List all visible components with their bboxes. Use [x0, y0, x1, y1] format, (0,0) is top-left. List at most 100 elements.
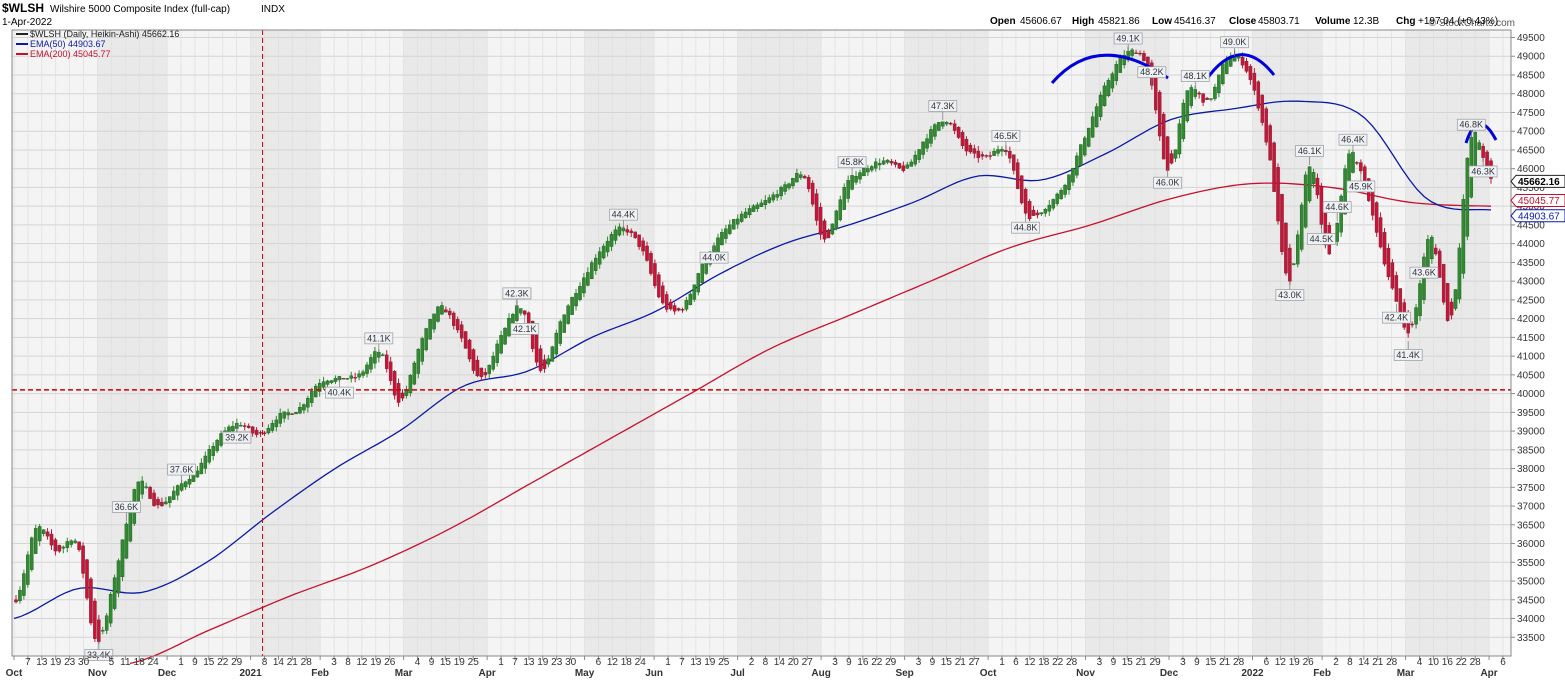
- price-label-box: [364, 332, 394, 345]
- candle-body: [783, 184, 787, 192]
- y-tick-label: 35500: [1517, 558, 1545, 569]
- candle-body: [870, 166, 874, 171]
- x-tick-label: 9: [429, 657, 435, 668]
- ohlc-readout: Open 45606.67 High 45821.86 Low 45416.37…: [990, 16, 1498, 27]
- candle-body: [1090, 116, 1095, 138]
- candle-body: [530, 320, 535, 350]
- price-tags: 45662.16 45045.77 44903.67: [1510, 174, 1565, 223]
- x-tick-label: 6: [1500, 657, 1506, 668]
- x-tick-label: Nov: [88, 668, 107, 679]
- candle-body: [1299, 204, 1304, 250]
- candle-body: [420, 338, 424, 362]
- x-tick-label: 6: [1264, 657, 1270, 668]
- x-tick-label: 12: [1275, 657, 1287, 668]
- price-label-box: [1011, 221, 1040, 234]
- x-tick-label: Aug: [811, 668, 830, 679]
- candle-body: [467, 339, 472, 360]
- x-tick-label: 15: [203, 657, 215, 668]
- x-tick-label: 4: [1417, 657, 1423, 668]
- candle-body: [830, 223, 835, 235]
- candle-body: [1284, 222, 1288, 274]
- price-label-text: 45.8K: [840, 157, 864, 167]
- candle-body: [664, 294, 669, 310]
- candle-body: [152, 492, 156, 506]
- x-tick-label: 21: [287, 657, 299, 668]
- candle-body: [739, 213, 744, 222]
- price-tag-box: [1510, 193, 1565, 207]
- x-tick-label: 12: [607, 657, 619, 668]
- x-tick-label: 19: [454, 657, 466, 668]
- candle-body: [874, 161, 878, 169]
- candle-body: [810, 182, 815, 205]
- candle-body: [1015, 162, 1020, 189]
- candle-body: [590, 262, 594, 280]
- candle-body: [814, 193, 819, 221]
- candle-body: [1114, 64, 1119, 82]
- candle-body: [1386, 248, 1391, 278]
- candle-body: [728, 224, 732, 234]
- x-tick-label: 11: [120, 657, 131, 668]
- x-tick-label: 22: [217, 657, 229, 668]
- y-tick-label: 42000: [1517, 314, 1545, 325]
- candle-body: [57, 545, 62, 552]
- x-tick-label: 23: [551, 657, 563, 668]
- x-tick-label: 7: [679, 657, 685, 668]
- x-tick-label: 12: [1024, 657, 1036, 668]
- candle-body: [211, 445, 215, 456]
- candle-body: [144, 486, 148, 488]
- x-tick-label: 24: [635, 657, 647, 668]
- candle-body: [834, 210, 839, 230]
- x-tick-label: 18: [1038, 657, 1050, 668]
- candle-body: [1161, 113, 1166, 160]
- price-label-text: 45.9K: [1349, 181, 1373, 191]
- candle-body: [1335, 222, 1339, 242]
- candle-body: [242, 425, 247, 427]
- price-label-text: 41.1K: [367, 333, 391, 343]
- price-label-text: 44.4K: [612, 210, 636, 220]
- candle-body: [1098, 94, 1103, 117]
- candle-body: [1138, 52, 1142, 55]
- x-tick-label: 1: [999, 657, 1005, 668]
- annotation-arc: [1204, 53, 1276, 81]
- x-tick-label: 20: [788, 657, 800, 668]
- candle-body: [250, 426, 255, 434]
- x-tick-label: 16: [857, 657, 869, 668]
- candle-body: [1134, 52, 1138, 54]
- x-tick-label: Oct: [980, 668, 997, 679]
- candle-body: [1122, 54, 1126, 66]
- candle-body: [732, 219, 736, 230]
- symbol: $WLSH: [2, 1, 44, 15]
- candle-body: [274, 419, 279, 428]
- candle-body: [1355, 162, 1359, 164]
- candle-body: [795, 173, 799, 183]
- candle-body: [952, 123, 957, 131]
- close-value: 45803.71: [1258, 16, 1300, 27]
- candle-body: [148, 486, 152, 499]
- volume-label: Volume: [1315, 16, 1351, 27]
- price-label-text: 46.5K: [994, 131, 1018, 141]
- candle-body: [960, 132, 965, 146]
- x-tick-label: 19: [1289, 657, 1301, 668]
- candle-body: [976, 150, 981, 159]
- x-tick-label: 29: [231, 657, 243, 668]
- candle-body: [901, 165, 906, 171]
- candle-body: [1102, 85, 1107, 107]
- candle-body: [546, 358, 551, 365]
- candle-body: [641, 240, 645, 252]
- candle-body: [629, 230, 633, 234]
- x-tick-label: Jun: [645, 668, 663, 679]
- y-tick-label: 41500: [1517, 333, 1545, 344]
- y-tick-label: 40500: [1517, 370, 1545, 381]
- x-tick-label: 30: [565, 657, 577, 668]
- y-tick-label: 38000: [1517, 464, 1545, 475]
- month-band: [12, 30, 14, 656]
- candle-body: [937, 122, 941, 131]
- candle-body: [554, 332, 559, 355]
- candle-body: [345, 378, 350, 380]
- candle-body: [365, 364, 369, 374]
- candle-body: [384, 354, 389, 370]
- candle-body: [1067, 174, 1071, 190]
- candle-body: [444, 309, 448, 313]
- candle-body: [239, 425, 243, 427]
- month-band: [584, 30, 655, 656]
